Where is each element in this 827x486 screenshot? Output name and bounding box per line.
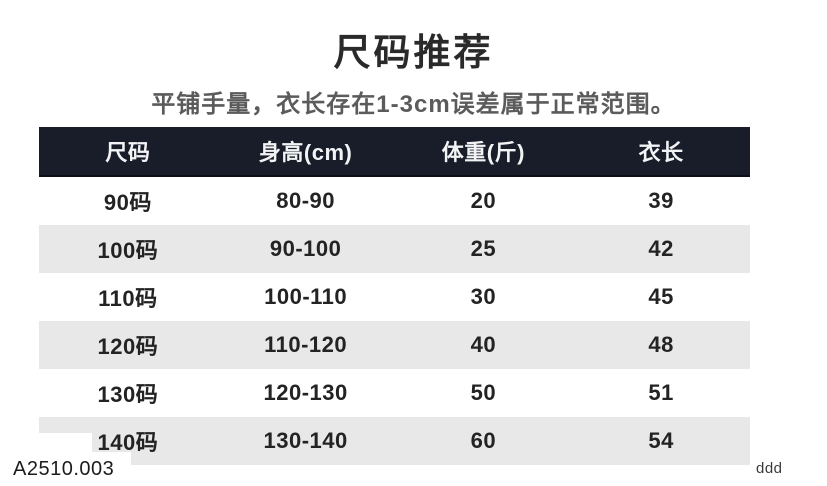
cell-size: 130码 xyxy=(97,382,159,407)
table-row: 100码 90-100 25 42 xyxy=(39,225,750,273)
cell-weight: 50 xyxy=(470,380,497,405)
table-row: 130码 120-130 50 51 xyxy=(39,369,750,417)
cell-size: 90码 xyxy=(103,190,152,215)
cell-size: 140码 xyxy=(97,430,159,455)
size-table-header: 尺码 身高(cm) 体重(斤) 衣长 xyxy=(39,127,750,177)
cell-height: 110-120 xyxy=(264,332,348,357)
table-row: 90码 80-90 20 39 xyxy=(39,177,750,225)
cell-weight: 25 xyxy=(470,236,497,261)
sku-label: A2510.003 xyxy=(13,457,115,480)
cell-size: 120码 xyxy=(97,334,159,359)
cell-length: 39 xyxy=(648,188,674,213)
sku-overlay: A2510.003 xyxy=(0,452,131,486)
table-row: 110码 100-110 30 45 xyxy=(39,273,750,321)
cell-height: 100-110 xyxy=(264,284,348,309)
page-subtitle: 平铺手量，衣长存在1-3cm误差属于正常范围。 xyxy=(151,91,676,118)
cell-size: 100码 xyxy=(97,238,159,263)
cell-height: 130-140 xyxy=(263,428,348,453)
table-row: 120码 110-120 40 48 xyxy=(39,321,750,369)
header-cell: 体重(斤) xyxy=(441,140,525,165)
cell-height: 80-90 xyxy=(276,188,336,213)
cell-height: 120-130 xyxy=(263,380,348,405)
header-cell: 身高(cm) xyxy=(258,140,353,165)
cell-weight: 60 xyxy=(470,428,497,453)
cell-weight: 30 xyxy=(470,284,497,309)
cell-weight: 40 xyxy=(470,332,497,357)
cell-weight: 20 xyxy=(470,188,497,213)
watermark-text: ddd xyxy=(756,460,783,477)
header-cell: 尺码 xyxy=(105,140,151,165)
size-table: 尺码 身高(cm) 体重(斤) 衣长 90码 80-90 20 39 100码 90-100 25… xyxy=(39,127,750,465)
cell-length: 51 xyxy=(648,380,674,405)
table-row: 140码 130-140 60 54 xyxy=(39,417,750,465)
cell-length: 48 xyxy=(648,332,674,357)
cell-length: 45 xyxy=(648,284,674,309)
size-table-body: 90码 80-90 20 39 100码 90-100 25 42 110码 100-110 30 4… xyxy=(39,177,750,465)
cell-length: 54 xyxy=(648,428,674,453)
cell-height: 90-100 xyxy=(269,236,342,261)
cell-size: 110码 xyxy=(98,286,158,311)
page-title: 尺码推荐 xyxy=(333,32,494,73)
header-cell: 衣长 xyxy=(638,140,684,165)
cell-length: 42 xyxy=(648,236,674,261)
